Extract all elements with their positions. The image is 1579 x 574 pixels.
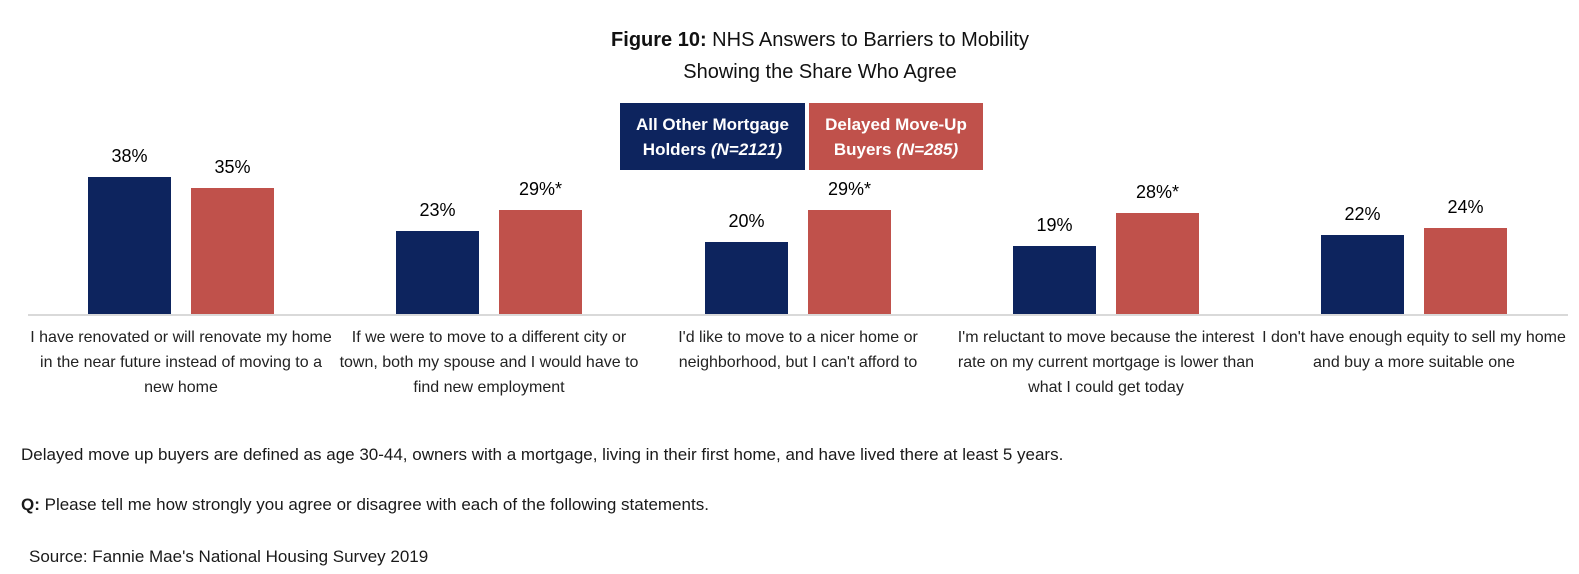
legend-item-delayed-move-up-buyers: Delayed Move-Up Buyers (N=285) [809,103,983,170]
bar-value-label: 29%* [518,179,563,199]
category-label: I don't have enough equity to sell my ho… [1262,329,1566,371]
bar-value-label: 29%* [827,179,872,199]
bar-value-label: 24% [1447,197,1484,217]
question-prefix: Q: [21,495,40,514]
bar-series0-group4 [1013,246,1096,314]
bar-value-label: 23% [419,200,456,220]
bar-series1-group4 [1116,213,1199,314]
bar-value-label: 22% [1344,204,1381,224]
figure-number: Figure 10: [611,29,707,51]
x-axis-baseline [28,314,1568,316]
bar-value-label: 19% [1036,215,1073,235]
category-label: I'd like to move to a nicer home or neig… [678,329,918,371]
bar-series1-group3 [808,210,891,314]
bar-series0-group3 [705,242,788,314]
bar-value-label: 35% [214,157,251,177]
footnote-source: Source: Fannie Mae's National Housing Su… [29,547,429,566]
bar-series0-group2 [396,231,479,314]
bar-value-label: 20% [728,211,765,231]
category-label: If we were to move to a different city o… [339,329,639,396]
category-label: I have renovated or will renovate my hom… [30,329,332,396]
legend-item-all-other-mortgage-holders: All Other Mortgage Holders (N=2121) [620,103,805,170]
bar-value-label: 28%* [1135,182,1180,202]
footnote-question: Q: Please tell me how strongly you agree… [21,495,709,514]
chart-title: Figure 10: NHS Answers to Barriers to Mo… [611,24,1029,88]
footnote-definition: Delayed move up buyers are defined as ag… [21,445,1064,464]
bar-value-label: 38% [111,146,148,166]
bar-series1-group1 [191,188,274,314]
category-label: I'm reluctant to move because the intere… [957,329,1255,396]
bar-series1-group5 [1424,228,1507,314]
bar-series0-group1 [88,177,171,314]
bar-series0-group5 [1321,235,1404,314]
chart-title-line1: Figure 10: NHS Answers to Barriers to Mo… [611,29,1029,51]
chart-title-line2: Showing the Share Who Agree [683,61,957,83]
bar-series1-group2 [499,210,582,314]
